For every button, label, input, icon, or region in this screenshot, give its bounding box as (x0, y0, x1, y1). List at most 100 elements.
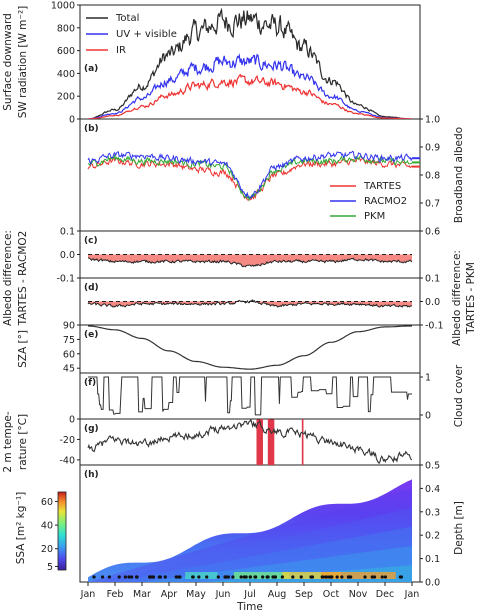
colorbar (57, 491, 67, 571)
snowfall-event-marker (370, 575, 374, 579)
legend-label-ir: IR (116, 45, 126, 56)
xtick-label: Mar (133, 589, 151, 600)
snowfall-event-marker (383, 575, 387, 579)
panel-letter-d: (d) (84, 283, 99, 293)
legend-label-tartes: TARTES (363, 181, 401, 192)
panel-letter-a: (a) (84, 64, 98, 74)
xtick-label: Jan (404, 589, 420, 600)
snowfall-event-marker (321, 575, 325, 579)
ylabel-c-line2: TARTES - RACMO2 (17, 231, 29, 327)
ytick-label: 75 (63, 335, 75, 346)
ytick-label: 0.3 (425, 507, 440, 518)
snowfall-event-marker (335, 575, 339, 579)
panel-letter-e: (e) (84, 330, 98, 340)
ytick-label: 1000 (51, 1, 75, 12)
ytick-label: 1.0 (425, 115, 440, 126)
snowfall-event-marker (197, 575, 201, 579)
panel-letter-h: (h) (84, 470, 99, 480)
snowfall-event-marker (244, 575, 248, 579)
xtick-label: Aug (268, 589, 287, 600)
snowfall-event-marker (100, 575, 105, 579)
colorbar-tick-label: 60 (41, 497, 53, 508)
snowfall-event-marker (265, 575, 270, 579)
ytick-label: 0 (69, 415, 75, 426)
legend-label-uv-visible: UV + visible (116, 29, 177, 40)
snowfall-event-marker (223, 575, 227, 579)
sza-line (88, 325, 412, 370)
snowfall-event-marker (340, 575, 344, 579)
ytick-label: 0.1 (425, 274, 440, 285)
ytick-label: 0.1 (425, 554, 440, 565)
ytick-label: 0.8 (425, 171, 440, 182)
ytick-label: 0.7 (425, 199, 440, 210)
series-line-ir (88, 73, 412, 119)
xtick-label: Jun (215, 589, 231, 600)
snowfall-event-marker (107, 575, 112, 579)
ytick-label: 0.9 (425, 143, 440, 154)
ytick-label: 0.0 (425, 297, 440, 308)
snowfall-event-marker (273, 575, 277, 579)
ylabel-g-line2: rature [°C] (17, 414, 29, 470)
ylabel-e: SZA [°] (17, 330, 29, 368)
panel-e-plot (88, 325, 412, 370)
ytick-label: 45 (63, 364, 75, 375)
ylabel-a-line1: Surface downward (2, 13, 14, 111)
snowfall-event-marker (347, 575, 351, 579)
ytick-label: 0.6 (425, 227, 440, 238)
snowfall-event-marker (163, 575, 167, 579)
colorbar-tick-label: 20 (41, 544, 53, 555)
ssa-layer-band (88, 526, 412, 582)
panel-b-plot (87, 150, 420, 202)
ylabel-f-right: Cloud cover (453, 364, 465, 427)
xtick-label: Nov (349, 589, 368, 600)
snowfall-event-marker (148, 575, 152, 579)
snowfall-event-marker (291, 575, 295, 579)
fresh-snow-layer (233, 572, 289, 579)
panel-a-plot (88, 7, 412, 119)
panel-letter-b: (b) (84, 124, 99, 134)
snowfall-event-marker (205, 575, 209, 579)
snowfall-event-marker (271, 575, 275, 579)
ylabel-h-right: Depth [m] (453, 501, 465, 555)
ytick-label: 0.0 (60, 250, 75, 261)
xtick-label: Jul (243, 589, 255, 600)
temperature-line (87, 419, 413, 465)
xtick-label: Sep (295, 589, 313, 600)
ytick-label: 0.2 (425, 531, 440, 542)
snowfall-event-marker (174, 575, 179, 579)
xtick-label: Oct (323, 589, 340, 600)
melt-event-bar (301, 419, 304, 465)
colorbar-label: SSA [m² kg⁻¹] (15, 492, 27, 565)
panel-letter-f: (f) (84, 378, 96, 388)
snowfall-event-marker (280, 575, 284, 579)
ytick-label: 0.4 (425, 484, 440, 495)
series-line-uv-visible (88, 53, 412, 119)
legend-label-pkm: PKM (364, 211, 385, 222)
ytick-label: 0 (425, 411, 431, 422)
snowfall-event-marker (123, 575, 127, 579)
snowfall-event-marker (239, 575, 243, 579)
ytick-label: -0.1 (56, 274, 75, 285)
series-line-racmo2 (87, 150, 413, 199)
ytick-label: 90 (63, 321, 75, 332)
snowfall-event-marker (226, 575, 230, 579)
xtick-label: Feb (107, 589, 124, 600)
ytick-label: 0.0 (425, 578, 440, 589)
ytick-label: 0.5 (425, 461, 440, 472)
snowfall-event-marker (216, 575, 220, 579)
ytick-label: 600 (57, 46, 75, 57)
ytick-label: 800 (57, 23, 75, 34)
ssa-layer-band (88, 488, 412, 582)
ssa-layer-band (88, 507, 412, 582)
snowfall-event-marker (92, 575, 96, 579)
ytick-label: 200 (57, 92, 75, 103)
melt-event-bar (256, 419, 263, 465)
x-axis-title: Time (236, 601, 263, 613)
xtick-label: Dec (376, 589, 394, 600)
panel-g-plot (87, 419, 413, 465)
fresh-snow-layer (185, 572, 218, 579)
snowfall-event-marker (309, 575, 313, 579)
colorbar-tick-label: 5 (47, 562, 53, 573)
snowfall-event-marker (363, 575, 367, 579)
